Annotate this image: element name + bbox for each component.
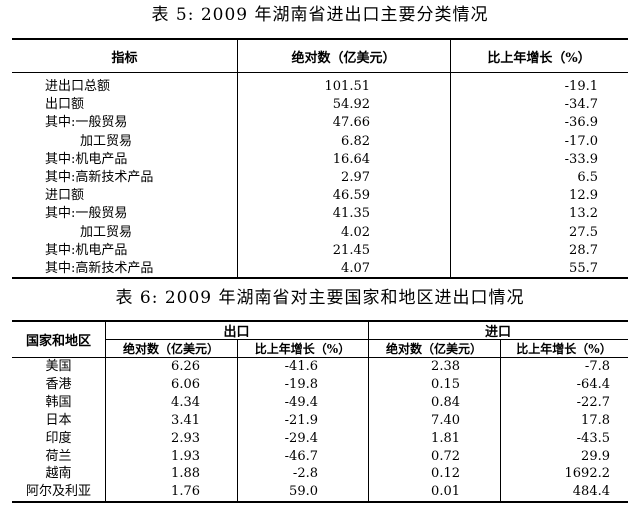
cell: 6.82 xyxy=(341,133,370,149)
cell: 1.88 xyxy=(171,466,200,482)
cell: -33.9 xyxy=(564,151,598,167)
cell: 41.35 xyxy=(332,206,370,222)
cell: 47.66 xyxy=(332,115,370,131)
cell: 1.93 xyxy=(171,448,200,464)
cell: 2.93 xyxy=(171,430,200,446)
cell: 59.0 xyxy=(289,484,318,500)
cell: -46.7 xyxy=(284,448,318,464)
sub-header: 比上年增长（%） xyxy=(254,342,351,356)
row-label: 其中:高新技术产品 xyxy=(45,261,154,276)
row-label: 其中:一般贸易 xyxy=(45,115,128,131)
cell: 7.40 xyxy=(431,412,460,428)
row-label: 香港 xyxy=(45,376,72,392)
row-label: 日本 xyxy=(45,412,72,428)
column-header: 出口 xyxy=(223,325,250,340)
cell: 17.8 xyxy=(581,412,610,428)
row-label: 其中:高新技术产品 xyxy=(45,170,154,185)
cell: 13.2 xyxy=(569,206,598,222)
cell: -64.4 xyxy=(576,376,610,392)
row-label: 其中:一般贸易 xyxy=(45,206,128,222)
column-header: 指标 xyxy=(111,51,138,66)
table-title: 表 5: 2009 年湖南省进出口主要分类情况 xyxy=(151,5,489,25)
sub-header: 绝对数（亿美元） xyxy=(385,342,482,356)
cell: -36.9 xyxy=(564,115,598,131)
rule xyxy=(368,320,369,501)
row-label: 加工贸易 xyxy=(80,224,133,240)
column-header: 国家和地区 xyxy=(25,334,91,349)
rule xyxy=(500,339,501,501)
rule xyxy=(12,320,628,322)
rule xyxy=(105,339,628,340)
rule xyxy=(12,357,628,358)
cell: 29.9 xyxy=(581,448,610,464)
table-title: 表 6: 2009 年湖南省对主要国家和地区进出口情况 xyxy=(115,288,525,308)
cell: 1.76 xyxy=(171,484,200,500)
cell: -34.7 xyxy=(564,97,598,113)
row-label: 越南 xyxy=(45,466,72,482)
cell: 21.45 xyxy=(332,242,370,258)
cell: -21.9 xyxy=(284,412,318,428)
cell: 46.59 xyxy=(332,188,370,204)
cell: -17.0 xyxy=(564,133,598,149)
column-header: 比上年增长（%） xyxy=(487,51,591,66)
cell: -7.8 xyxy=(584,359,610,374)
rule xyxy=(12,72,628,73)
cell: 101.51 xyxy=(324,79,371,94)
column-header: 进口 xyxy=(484,325,511,340)
rule xyxy=(12,277,628,279)
row-label: 加工贸易 xyxy=(80,133,133,149)
rule xyxy=(237,339,238,501)
cell: 2.97 xyxy=(341,170,370,185)
cell: -2.8 xyxy=(292,466,318,482)
cell: 484.4 xyxy=(572,484,610,500)
cell: 4.34 xyxy=(171,394,200,410)
cell: 12.9 xyxy=(569,188,598,204)
row-label: 出口额 xyxy=(45,97,85,113)
cell: 55.7 xyxy=(569,261,598,276)
row-label: 进口额 xyxy=(45,188,85,204)
cell: -19.8 xyxy=(284,376,318,392)
cell: -19.1 xyxy=(564,79,598,94)
cell: 0.72 xyxy=(431,448,460,464)
rule xyxy=(12,501,628,503)
row-label: 其中:机电产品 xyxy=(45,151,128,167)
cell: 1.81 xyxy=(431,430,460,446)
rule xyxy=(105,320,106,501)
cell: 0.84 xyxy=(431,394,460,410)
cell: -22.7 xyxy=(576,394,610,410)
cell: -29.4 xyxy=(284,430,318,446)
row-label: 美国 xyxy=(45,359,72,374)
cell: -43.5 xyxy=(576,430,610,446)
cell: 3.41 xyxy=(171,412,200,428)
column-header: 绝对数（亿美元） xyxy=(291,51,396,66)
cell: 6.5 xyxy=(577,170,598,185)
cell: 28.7 xyxy=(569,242,598,258)
cell: 1692.2 xyxy=(564,466,611,482)
row-label: 韩国 xyxy=(45,394,72,410)
cell: 27.5 xyxy=(569,224,598,240)
row-label: 进出口总额 xyxy=(45,79,111,94)
row-label: 荷兰 xyxy=(45,448,72,464)
cell: 0.01 xyxy=(431,484,460,500)
cell: 6.26 xyxy=(171,359,200,374)
cell: 16.64 xyxy=(332,151,370,167)
cell: 0.12 xyxy=(431,466,460,482)
sub-header: 绝对数（亿美元） xyxy=(122,342,219,356)
cell: 4.02 xyxy=(341,224,370,240)
cell: -49.4 xyxy=(284,394,318,410)
cell: 0.15 xyxy=(431,376,460,392)
row-label: 阿尔及利亚 xyxy=(25,484,91,500)
cell: 4.07 xyxy=(341,261,370,276)
rule xyxy=(12,38,628,40)
sub-header: 比上年增长（%） xyxy=(516,342,612,356)
rule xyxy=(450,38,451,277)
cell: 6.06 xyxy=(171,376,200,392)
cell: 2.38 xyxy=(431,359,460,374)
rule xyxy=(237,38,238,277)
cell: -41.6 xyxy=(284,359,318,374)
row-label: 其中:机电产品 xyxy=(45,242,128,258)
cell: 54.92 xyxy=(332,97,370,113)
row-label: 印度 xyxy=(45,430,72,446)
